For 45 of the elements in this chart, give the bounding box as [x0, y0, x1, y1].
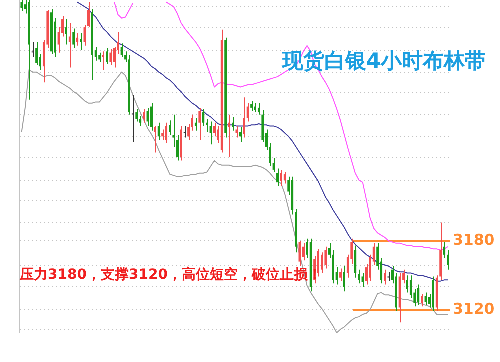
- candlestick: [340, 268, 342, 282]
- candlestick: [110, 48, 112, 66]
- candlestick: [65, 19, 68, 46]
- y-tick-label: 3180: [453, 231, 495, 250]
- candlestick: [198, 107, 201, 141]
- annotation: 压力3180，支撑3120，高位短空，破位止损！: [20, 266, 322, 284]
- candlestick: [113, 46, 116, 68]
- candlestick: [354, 245, 357, 278]
- candlestick: [421, 293, 424, 308]
- candlestick: [136, 108, 138, 122]
- candlestick: [284, 172, 286, 184]
- candlestick: [362, 272, 364, 288]
- candlestick: [417, 284, 420, 306]
- candlestick: [36, 42, 38, 66]
- candlestick: [80, 32, 82, 52]
- candlestick: [169, 120, 172, 136]
- candlestick: [410, 275, 412, 300]
- candlestick: [250, 100, 253, 112]
- candlestick: [50, 8, 53, 54]
- candlestick: [343, 266, 346, 292]
- candlestick: [447, 250, 450, 270]
- candlestick: [246, 102, 250, 122]
- candlestick: [406, 275, 408, 294]
- candlestick: [154, 126, 156, 154]
- candlestick: [243, 97, 246, 138]
- candlestick: [321, 252, 324, 274]
- candlestick: [72, 28, 75, 49]
- candlestick: [106, 48, 108, 65]
- candlestick: [236, 126, 238, 138]
- candlestick: [194, 118, 198, 132]
- candlestick: [232, 116, 234, 132]
- candlestick: [68, 22, 72, 68]
- candlestick: [143, 108, 146, 124]
- candlestick: [272, 158, 276, 173]
- candlestick: [280, 169, 282, 187]
- candlestick: [102, 51, 105, 71]
- y-tick-label: 3120: [453, 300, 495, 318]
- candlestick: [20, 0, 23, 12]
- candlestick: [358, 269, 360, 284]
- candlestick: [206, 118, 208, 133]
- candlestick: [324, 246, 327, 270]
- candlestick: [388, 272, 390, 282]
- candlestick: [202, 108, 205, 127]
- candlestick: [298, 240, 301, 267]
- candlestick: [162, 129, 164, 141]
